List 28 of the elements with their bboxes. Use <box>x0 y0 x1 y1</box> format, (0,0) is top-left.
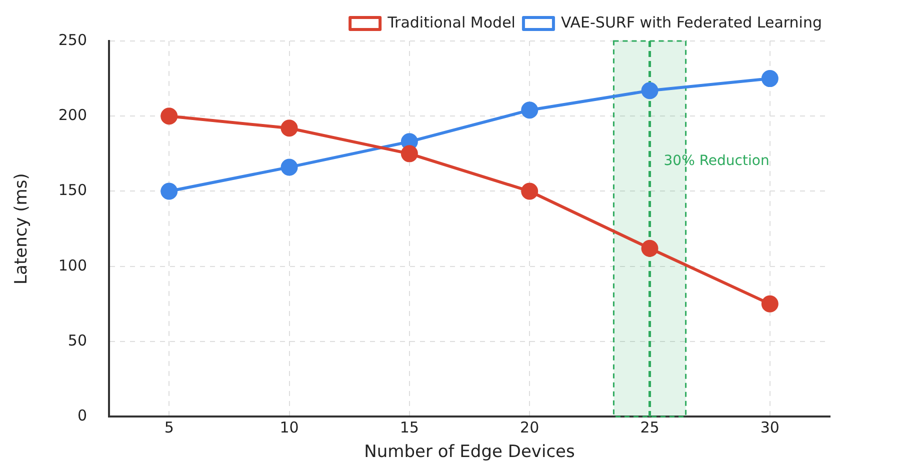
x-tick-label: 25 <box>640 418 660 436</box>
y-tick-label: 0 <box>77 406 88 424</box>
x-axis-title: Number of Edge Devices <box>364 442 575 462</box>
x-tick-label: 20 <box>520 418 540 436</box>
point <box>160 108 178 125</box>
point <box>641 82 658 100</box>
y-tick-label: 100 <box>58 256 88 274</box>
point <box>641 240 658 257</box>
y-tick-label: 250 <box>58 30 88 49</box>
x-tick-label: 10 <box>280 418 299 436</box>
point <box>280 120 298 137</box>
point <box>160 182 178 200</box>
ref-line-label: 30% Reduction <box>664 152 770 169</box>
legend-label: Traditional Model <box>386 13 516 32</box>
y-tick-label: 200 <box>58 106 88 124</box>
x-tick-label: 5 <box>164 418 174 436</box>
point <box>400 145 418 162</box>
point <box>521 102 538 119</box>
y-axis-title: Latency (ms) <box>12 173 32 284</box>
x-tick-label: 30 <box>760 418 780 436</box>
point <box>521 182 538 200</box>
point <box>280 158 298 176</box>
point <box>761 70 778 88</box>
x-tick-label: 15 <box>400 418 419 436</box>
y-tick-label: 50 <box>68 331 88 350</box>
point <box>761 295 778 312</box>
y-tick-label: 150 <box>58 181 88 200</box>
legend-label: VAE-SURF with Federated Learning <box>560 13 822 32</box>
